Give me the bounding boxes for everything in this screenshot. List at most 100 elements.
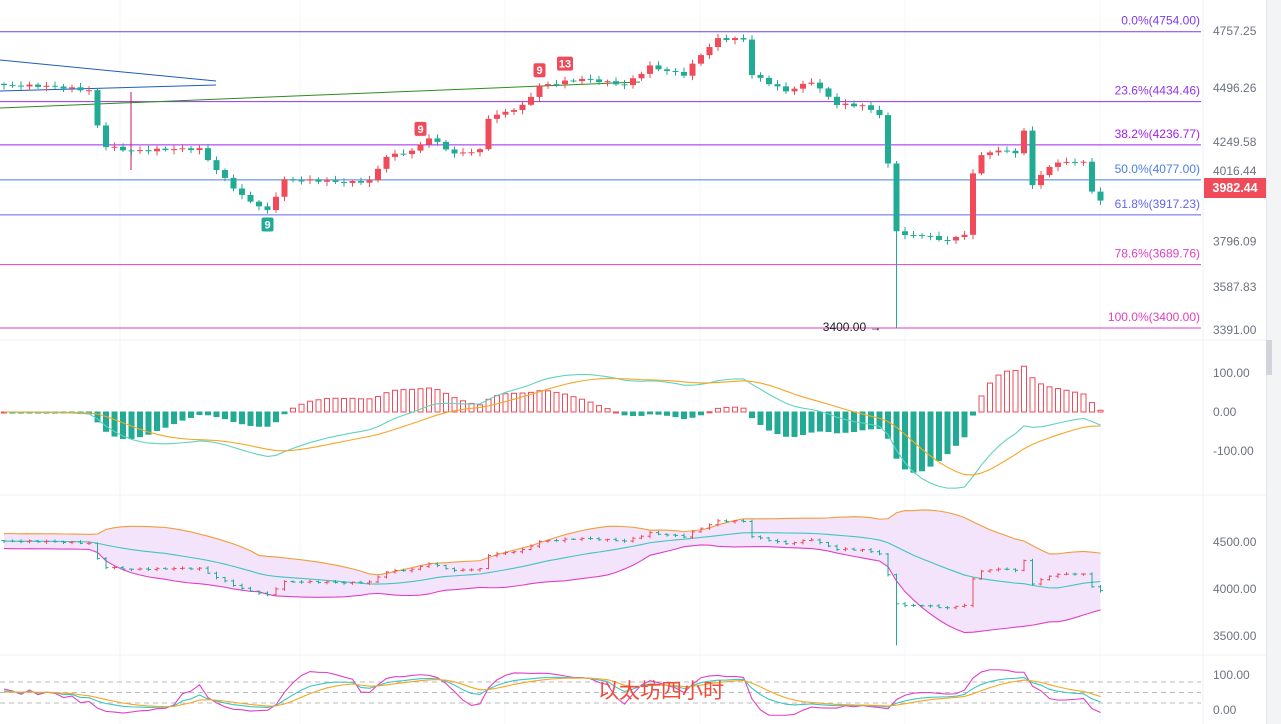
candle <box>647 65 653 74</box>
macd-histogram-bar <box>621 411 628 416</box>
candle <box>1089 161 1095 192</box>
kdj-j-line <box>3 669 1101 716</box>
macd-histogram-bar <box>800 411 806 435</box>
macd-histogram-bar <box>1046 386 1053 413</box>
candle <box>910 235 917 237</box>
macd-histogram-bar <box>664 411 670 416</box>
macd-histogram-bar <box>893 411 900 459</box>
candle <box>817 82 823 89</box>
macd-histogram-bar <box>341 397 347 413</box>
candle <box>281 179 288 197</box>
macd-histogram-bar <box>961 411 968 438</box>
macd-histogram-bar <box>536 390 543 413</box>
candle <box>468 152 475 154</box>
macd-histogram-bar <box>1080 393 1087 413</box>
macd-histogram-bar <box>196 411 203 416</box>
boll-axis-tick: 4000.00 <box>1213 582 1257 596</box>
candle <box>128 150 135 152</box>
trend-line <box>0 59 217 82</box>
fib-level-label: 78.6%(3689.76) <box>1115 247 1200 261</box>
macd-histogram-bar <box>613 411 619 414</box>
candle <box>77 87 84 91</box>
macd-histogram-bar <box>426 387 432 413</box>
macd-histogram-bar <box>417 388 424 413</box>
candle <box>587 78 594 80</box>
macd-histogram-bar <box>859 411 866 431</box>
candle <box>1055 162 1061 167</box>
candle <box>562 80 568 85</box>
macd-histogram-bar <box>451 397 458 413</box>
macd-histogram-bar <box>749 411 755 419</box>
macd-histogram-bar <box>511 392 517 413</box>
candle <box>723 38 730 41</box>
candle <box>1072 161 1078 163</box>
chart-title-watermark: 以太坊四小时 <box>598 680 724 703</box>
candle <box>120 146 126 151</box>
td-sequential-label: 9 <box>417 124 423 136</box>
macd-histogram-bar <box>791 411 798 437</box>
candle <box>987 152 993 156</box>
macd-histogram-bar <box>927 411 934 467</box>
candle <box>358 180 364 183</box>
macd-axis-tick: 100.00 <box>1213 366 1250 380</box>
macd-histogram-bar <box>230 411 237 423</box>
candle <box>825 88 832 97</box>
macd-histogram-bar <box>630 411 636 417</box>
candle <box>477 149 483 153</box>
td-sequential-label: 9 <box>264 220 270 232</box>
candle <box>111 146 118 148</box>
macd-histogram-bar <box>1072 391 1078 413</box>
macd-histogram-bar <box>562 393 568 413</box>
candle <box>485 118 492 150</box>
macd-histogram-bar <box>570 396 577 413</box>
candle <box>995 150 1002 153</box>
macd-histogram-bar <box>434 389 441 413</box>
kdj-axis-tick: 0.00 <box>1213 703 1237 717</box>
macd-histogram-bar <box>808 411 815 433</box>
candle <box>230 177 237 189</box>
candle <box>298 180 305 182</box>
candle <box>1 83 7 86</box>
candle <box>536 85 543 97</box>
candle <box>434 138 441 142</box>
candle <box>341 181 347 183</box>
candle <box>706 47 713 56</box>
macd-histogram-bar <box>205 411 211 416</box>
candle <box>868 105 874 110</box>
macd-histogram-bar <box>1029 377 1036 413</box>
price-axis-tick: 4016.44 <box>1213 164 1257 178</box>
trend-line <box>0 81 641 109</box>
macd-histogram-bar <box>298 403 305 413</box>
candle <box>655 65 662 70</box>
collapse-panel-handle[interactable] <box>1266 340 1272 375</box>
candle <box>1063 161 1070 163</box>
td-sequential-label: 13 <box>559 59 571 71</box>
candle <box>171 149 177 151</box>
candle <box>919 235 925 237</box>
td-sequential-label: 9 <box>536 65 542 77</box>
macd-histogram-bar <box>655 411 662 415</box>
candle <box>757 75 764 78</box>
macd-histogram-bar <box>1089 402 1095 413</box>
macd-histogram-bar <box>545 390 551 413</box>
macd-histogram-bar <box>137 411 143 438</box>
candle <box>349 180 356 183</box>
macd-histogram-bar <box>528 391 534 413</box>
candle <box>715 38 721 48</box>
macd-histogram-bar <box>443 392 449 413</box>
macd-histogram-bar <box>383 392 390 413</box>
kdj-axis-tick: 100.00 <box>1213 668 1250 682</box>
candle <box>1029 130 1036 186</box>
macd-histogram-bar <box>987 382 993 413</box>
candle <box>1038 174 1044 186</box>
price-axis-tick: 4249.58 <box>1213 135 1257 149</box>
bollinger-middle-line <box>3 532 1101 589</box>
candle <box>154 148 160 152</box>
fib-level-label: 100.0%(3400.00) <box>1108 310 1200 324</box>
macd-histogram-bar <box>392 389 398 413</box>
price-axis-tick: 3796.09 <box>1213 234 1257 248</box>
macd-histogram-bar <box>324 398 330 413</box>
macd-histogram-bar <box>519 392 526 413</box>
macd-histogram-bar <box>213 411 220 418</box>
